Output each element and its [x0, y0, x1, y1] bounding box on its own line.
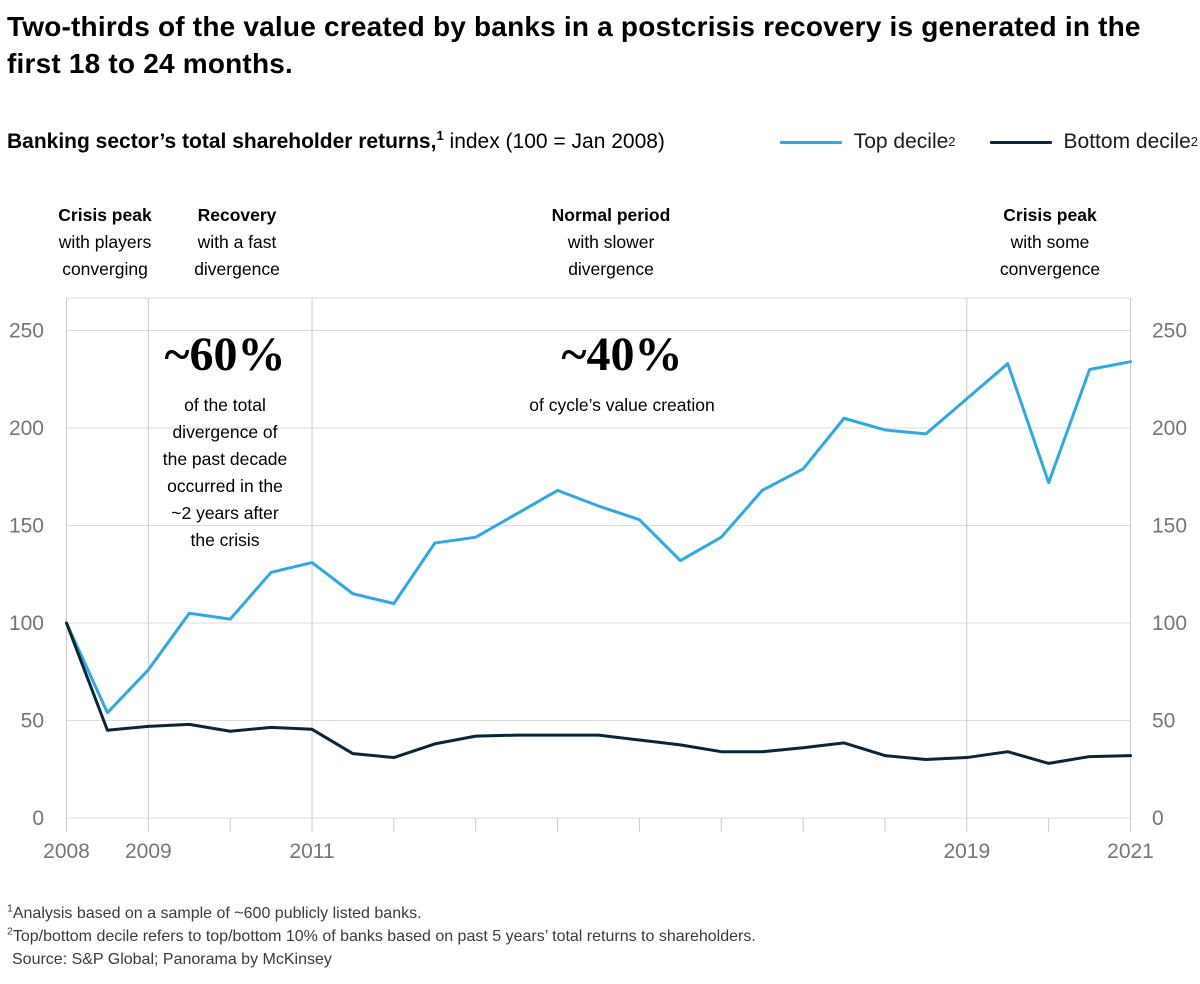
svg-text:150: 150 [1152, 515, 1187, 538]
svg-text:150: 150 [9, 515, 44, 538]
phase-title: Crisis peak [58, 205, 152, 225]
annotation-40pct-text: of cycle’s value creation [529, 395, 715, 415]
svg-text:2008: 2008 [43, 840, 90, 863]
svg-text:2011: 2011 [289, 840, 334, 863]
chart-subtitle: Banking sector’s total shareholder retur… [7, 129, 665, 155]
phase-body: with slower divergence [567, 232, 655, 279]
phase-body: with some convergence [999, 232, 1101, 279]
annotation-40pct: ~40% of cycle’s value creation [482, 328, 762, 419]
svg-text:50: 50 [21, 710, 44, 733]
source-line: Source: S&P Global; Panorama by McKinsey [12, 951, 332, 968]
svg-text:250: 250 [9, 320, 44, 343]
svg-text:50: 50 [1152, 710, 1175, 733]
legend-label-bottom-decile: Bottom decile [1063, 130, 1191, 153]
phase-title: Recovery [197, 205, 277, 225]
footnote-2: 2Top/bottom decile refers to top/bottom … [7, 925, 756, 945]
page-title: Two-thirds of the value created by banks… [7, 11, 1141, 79]
phase-body: with players converging [58, 232, 152, 279]
svg-text:0: 0 [1152, 807, 1164, 830]
phase-label-crisis-peak-1: Crisis peak with players converging [43, 202, 167, 283]
legend-swatch-top-decile [779, 140, 842, 144]
footnote-marker: 2 [7, 925, 13, 938]
tsr-line-chart: 0 0 50 50 100 100 150 150 200 200 250 250 2008 2009 20… [9, 297, 1187, 863]
phase-label-normal-period: Normal period with slower divergence [531, 202, 691, 283]
svg-text:100: 100 [9, 612, 44, 635]
subtitle-row: Banking sector’s total shareholder retur… [7, 129, 1200, 155]
annotation-60pct: ~60% of the total divergence of the past… [125, 328, 325, 554]
phase-title: Normal period [551, 205, 671, 225]
svg-text:250: 250 [1152, 320, 1187, 343]
legend-item-bottom-decile: Bottom decile 2 [989, 130, 1198, 154]
phase-title: Crisis peak [1003, 205, 1097, 225]
svg-text:100: 100 [1152, 612, 1187, 635]
footnote-1: 1Analysis based on a sample of ~600 publ… [7, 902, 422, 922]
annotation-60pct-value: ~60% [164, 328, 286, 381]
annotation-40pct-value: ~40% [561, 328, 683, 381]
subtitle-footnote-marker: 1 [436, 128, 444, 143]
svg-text:2009: 2009 [125, 840, 172, 863]
svg-text:200: 200 [9, 417, 44, 440]
svg-text:200: 200 [1152, 417, 1187, 440]
subtitle-units: index (100 = Jan 2008) [443, 130, 665, 153]
footnote-marker: 1 [7, 902, 13, 915]
subtitle-bold: Banking sector’s total shareholder retur… [7, 130, 437, 153]
phase-label-crisis-peak-2: Crisis peak with some convergence [970, 202, 1130, 283]
legend-item-top-decile: Top decile 2 [779, 130, 956, 154]
phase-label-recovery: Recovery with a fast divergence [175, 202, 299, 283]
legend-label-top-decile: Top decile [853, 130, 949, 153]
footnotes: 1Analysis based on a sample of ~600 publ… [7, 902, 756, 971]
legend-swatch-bottom-decile [989, 140, 1052, 144]
annotation-60pct-text: of the total divergence of the past deca… [162, 395, 288, 550]
svg-text:0: 0 [32, 807, 44, 830]
phase-body: with a fast divergence [194, 232, 280, 279]
legend: Top decile 2 Bottom decile 2 [779, 130, 1200, 154]
svg-text:2019: 2019 [943, 840, 990, 863]
svg-text:2021: 2021 [1107, 840, 1154, 863]
